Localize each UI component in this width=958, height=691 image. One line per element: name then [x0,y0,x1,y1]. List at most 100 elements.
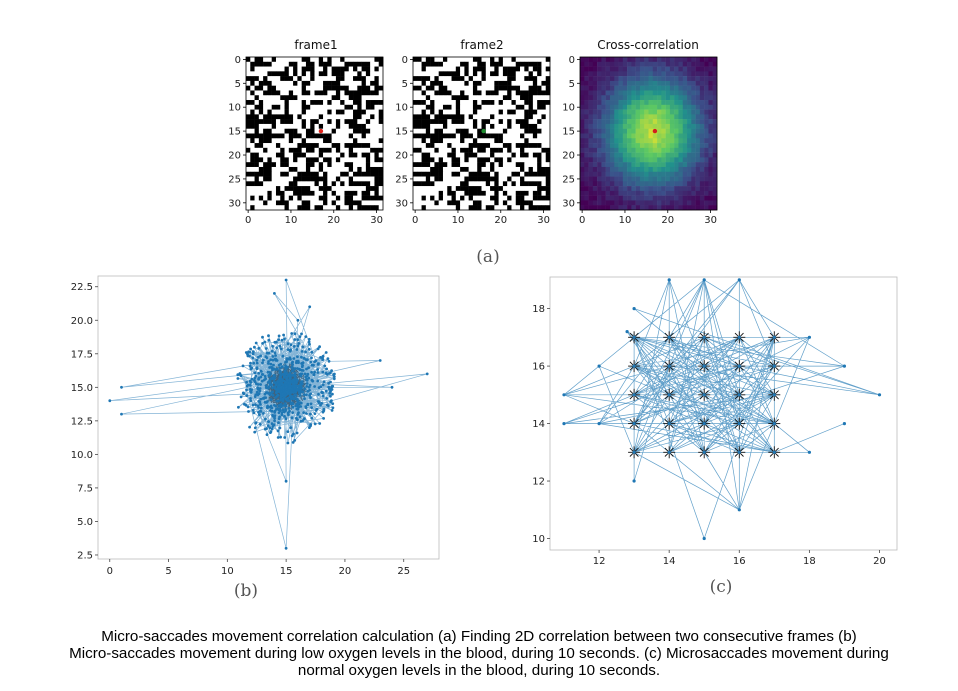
heatmap-cell [652,181,658,187]
heatmap-cell [472,119,478,125]
heatmap-cell [442,138,448,144]
heatmap-cell [601,205,606,211]
heatmap-cell [597,114,602,120]
heatmap-cell [631,90,636,96]
data-point [288,349,292,353]
data-point [298,401,302,404]
heatmap-cell [250,123,255,129]
heatmap-cell [447,76,452,82]
heatmap-cell [464,176,469,182]
heatmap-cell [280,80,285,86]
heatmap-cell [511,90,516,96]
heatmap-cell [280,100,285,106]
heatmap-cell [327,138,332,144]
data-point [261,342,264,345]
data-point [266,400,269,403]
data-point [702,422,706,426]
heatmap-cell [246,143,251,149]
heatmap-cell [695,181,701,187]
heatmap-cell [413,71,418,77]
heatmap-cell [340,76,345,82]
data-point [236,373,240,377]
heatmap-cell [644,186,649,192]
y-tick-label: 30 [395,198,408,209]
heatmap-cell [335,195,341,201]
heatmap-cell [246,95,251,101]
heatmap-cell [695,100,701,106]
heatmap-cell [678,205,683,211]
heatmap-cell [699,152,705,158]
heatmap-cell [246,80,251,86]
heatmap-cell [609,90,615,96]
heatmap-cell [267,176,272,182]
heatmap-cell [498,195,504,201]
data-point [310,350,314,354]
heatmap-cell [609,200,615,206]
heatmap-cell [254,123,260,129]
heatmap-cell [524,57,529,63]
heatmap-cell [661,138,666,144]
heatmap-cell [494,152,499,158]
heatmap-cell [511,119,516,125]
heatmap-cell [618,66,624,72]
heatmap-cell [246,205,251,211]
heatmap-cell [451,119,457,125]
heatmap-cell [511,66,516,72]
heatmap-cell [691,143,696,149]
heatmap-cell [460,186,465,192]
heatmap-cell [434,138,439,144]
heatmap-cell [511,200,516,206]
heatmap-cell [417,205,422,211]
data-point [284,417,288,421]
data-point [300,332,303,336]
heatmap-cell [263,95,268,101]
heatmap-cell [614,147,619,153]
data-point [254,382,258,386]
heatmap-cell [361,100,367,106]
heatmap-cell [378,143,384,149]
data-point [263,392,267,396]
heatmap-cell [524,104,529,110]
data-point [277,417,281,421]
data-point [304,405,308,408]
heatmap-cell [605,119,611,125]
heatmap-cell [421,190,427,196]
heatmap-cell [674,133,679,139]
heatmap-cell [305,152,311,158]
heatmap-cell [258,152,264,158]
heatmap-cell [532,66,538,72]
data-point [248,350,252,354]
heatmap-cell [687,123,692,129]
heatmap-cell [293,57,298,63]
x-tick-label: 30 [370,215,383,226]
data-point [285,390,289,393]
heatmap-cell [704,190,709,196]
heatmap-cell [695,147,701,153]
heatmap-cell [511,100,516,106]
heatmap-cell [511,80,516,86]
heatmap-cell [413,133,418,139]
heatmap-cell [580,123,585,129]
heatmap-cell [502,90,508,96]
panel-b-plot [108,278,429,550]
heatmap-cell [353,114,358,120]
heatmap-cell [438,71,444,77]
heatmap-cell [691,166,696,172]
heatmap-cell [353,76,358,82]
heatmap-cell [434,95,439,101]
heatmap-cell [699,200,705,206]
heatmap-cell [614,181,619,187]
heatmap-cell [532,80,538,86]
heatmap-cell [472,205,478,211]
heatmap-cell [541,143,546,149]
heatmap-cell [661,104,666,110]
heatmap-cell [472,66,478,72]
heatmap-cell [258,123,264,129]
heatmap-cell [609,66,615,72]
heatmap-cell [498,71,504,77]
x-tick-label: 15 [280,566,293,577]
panel-c-plot [562,278,882,541]
heatmap-cell [430,162,435,168]
heatmap-cell [472,109,478,115]
heatmap-cell [267,157,272,163]
